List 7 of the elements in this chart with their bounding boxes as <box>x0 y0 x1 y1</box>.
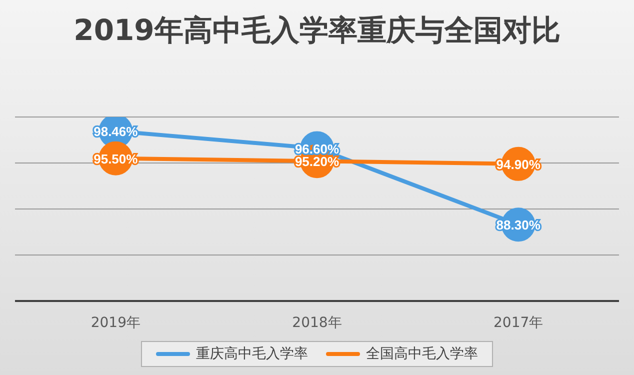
data-label: 95.20% <box>294 154 340 170</box>
x-tick-label: 2018年 <box>292 314 342 331</box>
chart-title: 2019年高中毛入学率重庆与全国对比 <box>72 12 562 49</box>
legend-label: 全国高中毛入学率 <box>365 345 478 363</box>
x-tick-label: 2017年 <box>494 314 544 331</box>
legend-label: 重庆高中毛入学率 <box>195 345 308 363</box>
x-tick-label: 2019年 <box>90 314 140 331</box>
